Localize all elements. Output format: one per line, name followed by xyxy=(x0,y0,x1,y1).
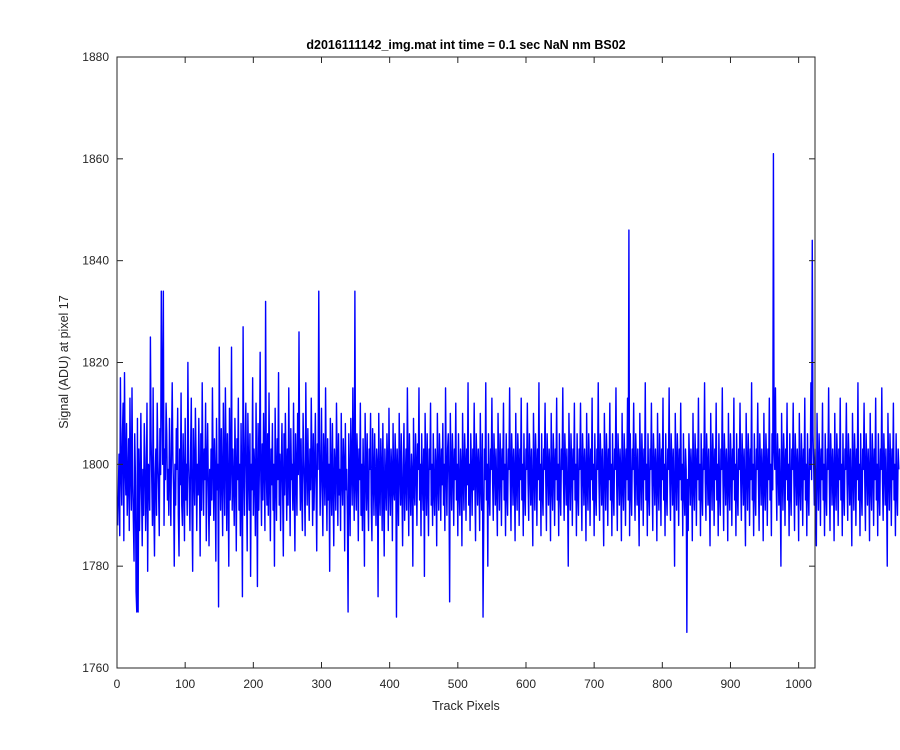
y-tick-label-1760: 1760 xyxy=(82,661,109,675)
x-tick-label-1000: 1000 xyxy=(785,677,812,691)
x-tick-label-800: 800 xyxy=(652,677,672,691)
x-tick-label-100: 100 xyxy=(175,677,195,691)
y-tick-label-1820: 1820 xyxy=(82,356,109,370)
x-tick-label-300: 300 xyxy=(311,677,331,691)
y-tick-label-1800: 1800 xyxy=(82,457,109,471)
y-tick-label-1860: 1860 xyxy=(82,152,109,166)
series-line-0 xyxy=(116,153,900,634)
series-layer xyxy=(116,153,900,634)
x-tick-label-600: 600 xyxy=(516,677,536,691)
x-tick-label-900: 900 xyxy=(720,677,740,691)
y-axis-ticks: 1760 1780 1800 1820 1840 1860 1880 xyxy=(82,50,815,675)
y-axis-label: Signal (ADU) at pixel 17 xyxy=(57,295,71,428)
y-tick-label-1780: 1780 xyxy=(82,559,109,573)
x-tick-label-200: 200 xyxy=(243,677,263,691)
y-tick-label-1840: 1840 xyxy=(82,254,109,268)
y-tick-label-1880: 1880 xyxy=(82,50,109,64)
x-tick-label-0: 0 xyxy=(114,677,121,691)
x-tick-label-400: 400 xyxy=(380,677,400,691)
chart-title: d2016111142_img.mat int time = 0.1 sec N… xyxy=(306,38,625,52)
x-tick-label-700: 700 xyxy=(584,677,604,691)
x-axis-label: Track Pixels xyxy=(432,699,500,713)
x-axis-ticks: 0 100 200 300 400 500 600 700 800 900 1000 xyxy=(114,57,812,691)
x-tick-label-500: 500 xyxy=(448,677,468,691)
plot-area xyxy=(117,57,815,668)
